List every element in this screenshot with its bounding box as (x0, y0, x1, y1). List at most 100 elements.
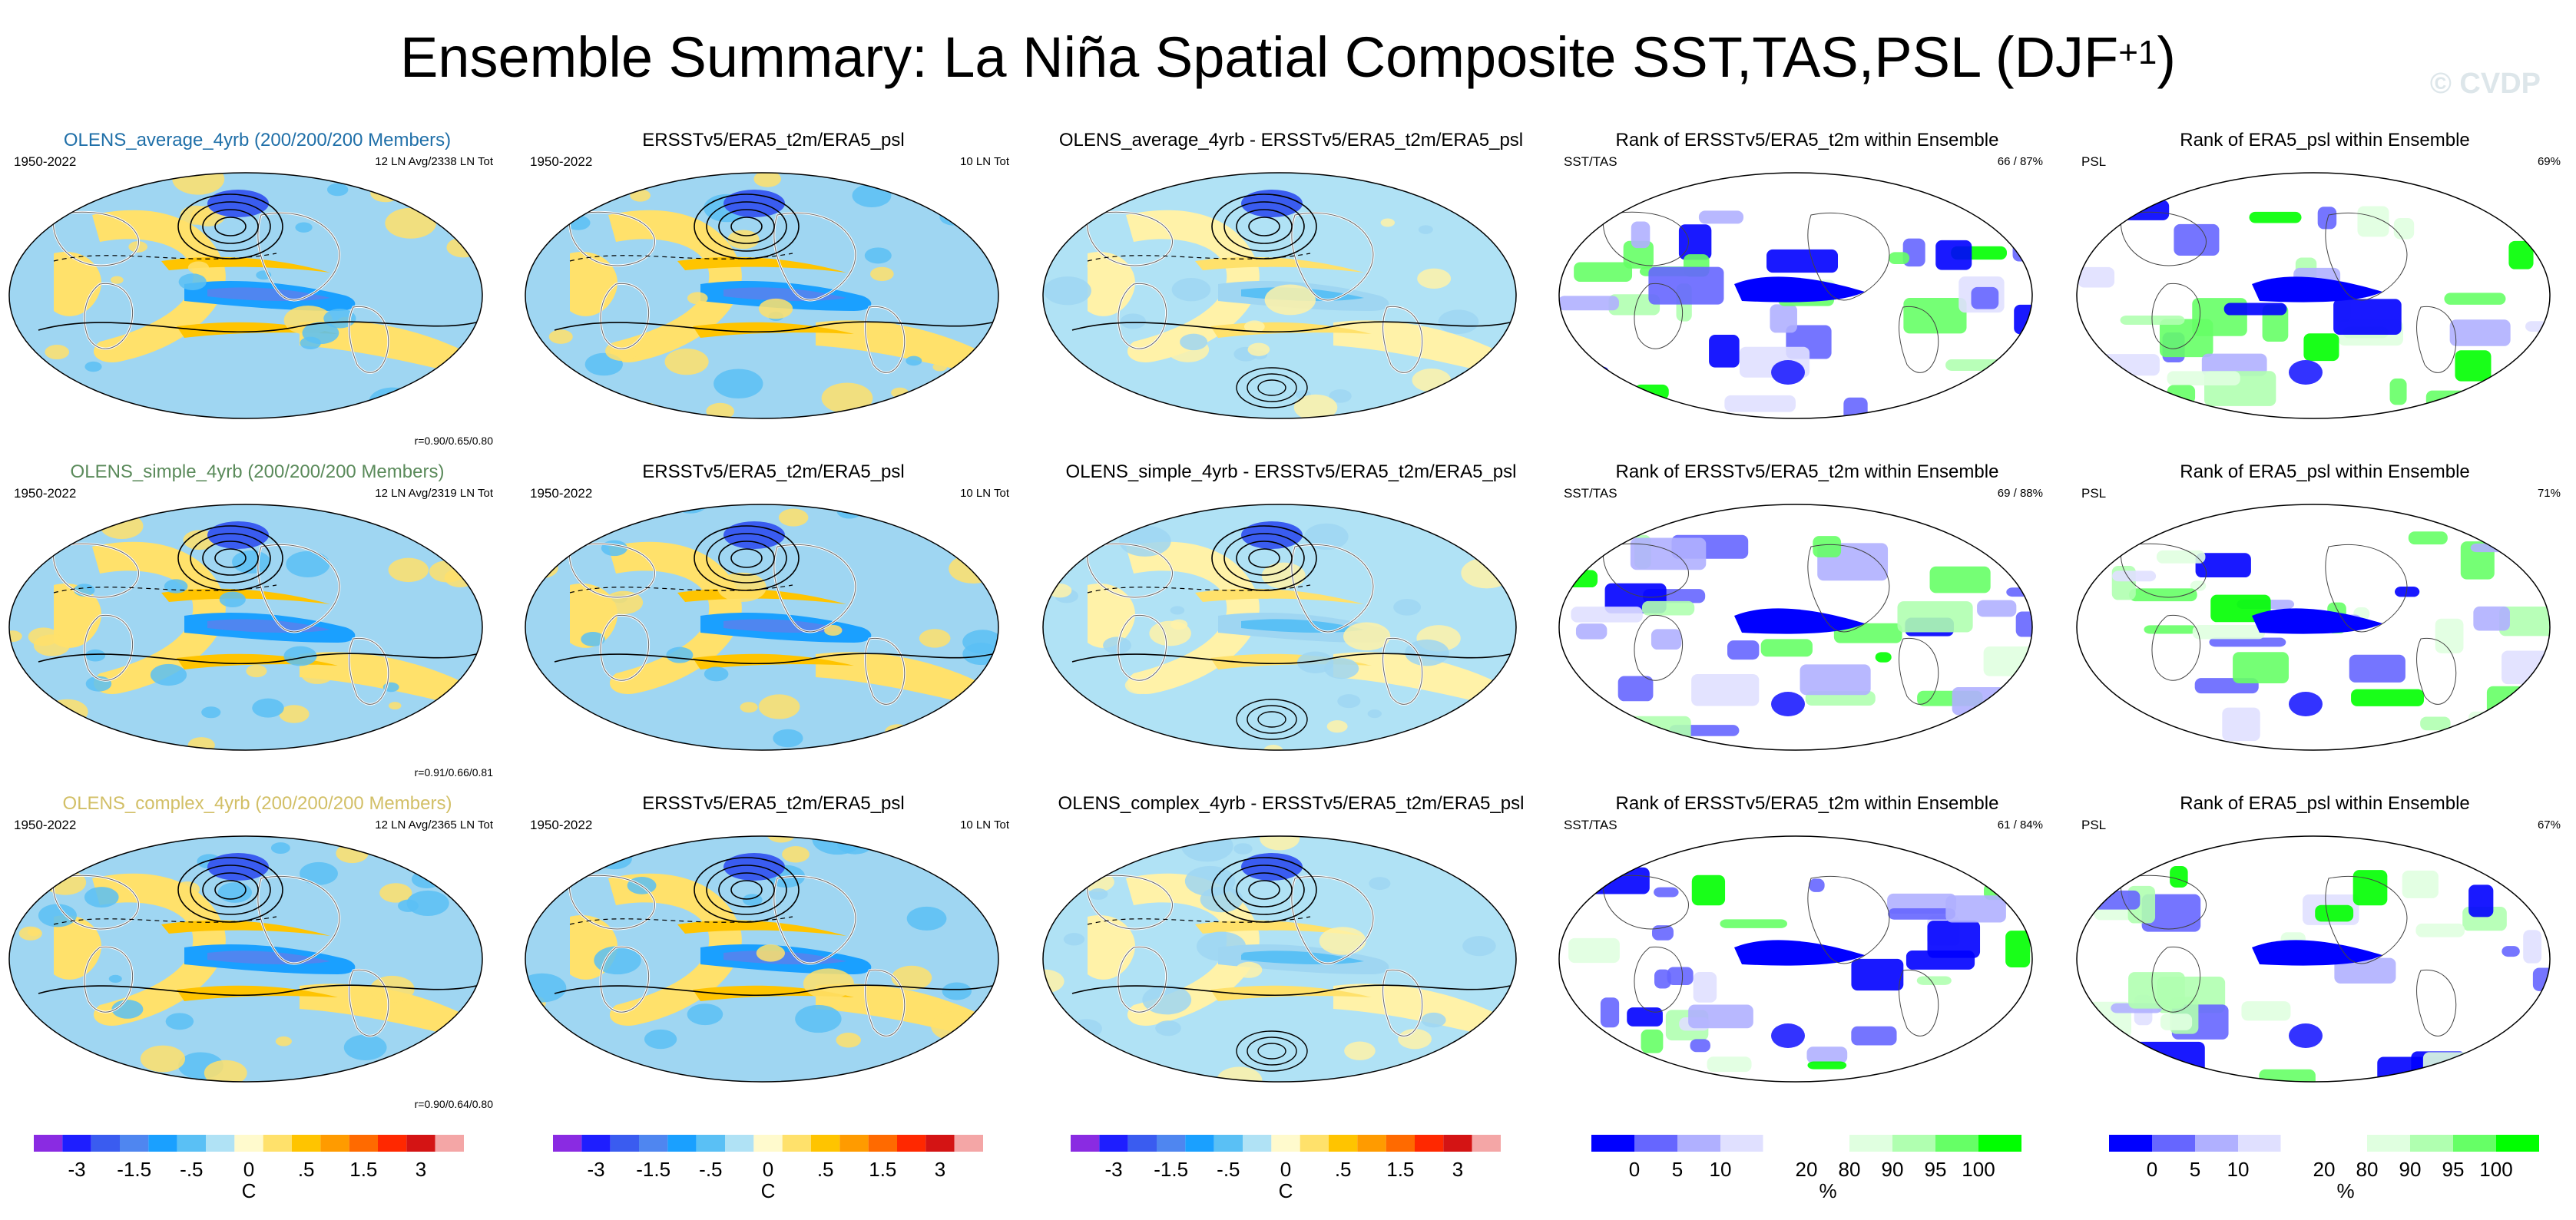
panel-title: OLENS_complex_4yrb - ERSSTv5/ERA5_t2m/ER… (1058, 793, 1525, 814)
colorbar-swatch (1071, 1135, 1100, 1152)
colorbar-swatch (1271, 1135, 1300, 1152)
colorbar-swatch (1214, 1135, 1243, 1152)
colorbar-tick-label: 0 (2146, 1158, 2158, 1181)
colorbar-swatch (639, 1135, 668, 1152)
map-border (1558, 172, 2033, 419)
colorbar-tick-label: 1.5 (869, 1158, 897, 1181)
colorbar-swatch (1185, 1135, 1214, 1152)
colorbar-swatch (1099, 1135, 1128, 1152)
colorbar-swatch (925, 1135, 955, 1152)
map-field (1043, 173, 1516, 418)
colorbar-swatch (725, 1135, 754, 1152)
panel-period-label: 1950-2022 (530, 818, 593, 832)
colorbar-swatch (435, 1135, 464, 1152)
map-field (2077, 504, 2550, 750)
colorbar-tick-label: 3 (415, 1158, 427, 1181)
colorbar-tick-label: 95 (2442, 1158, 2465, 1181)
colorbar-tick-label: 80 (2356, 1158, 2379, 1181)
map-field (9, 504, 482, 750)
panel-count-label: 10 LN Tot (960, 487, 1009, 500)
colorbar-swatch (667, 1135, 697, 1152)
colorbar-swatch (581, 1135, 611, 1152)
colorbar-tick-label: 95 (1924, 1158, 1947, 1181)
panel-title: OLENS_simple_4yrb - ERSSTv5/ERA5_t2m/ERA… (1065, 461, 1517, 482)
panel-title: OLENS_average_4yrb - ERSSTv5/ERA5_t2m/ER… (1058, 130, 1524, 150)
panel-period-label: 1950-2022 (530, 486, 593, 501)
colorbar-swatch (1849, 1135, 1892, 1152)
rank-map (2076, 172, 2551, 419)
colorbar-swatch (553, 1135, 582, 1152)
map-panel: ERSSTv5/ERA5_t2m/ERA5_psl 1950-2022 10 LN … (524, 129, 1023, 459)
figure-title-superscript: +1 (2118, 34, 2157, 71)
map-panel: OLENS_simple_4yrb - ERSSTv5/ERA5_t2m/ERA… (1041, 461, 1541, 791)
colorbar-swatch (2280, 1134, 2325, 1152)
map-panel: ERSSTv5/ERA5_t2m/ERA5_psl 1950-2022 10 LN … (524, 792, 1023, 1122)
panel-period-label: SST/TAS (1564, 486, 1617, 501)
colorbar-tick-label: .5 (816, 1158, 834, 1181)
colorbar-swatch (406, 1135, 435, 1152)
panel-title: Rank of ERSSTv5/ERA5_t2m within Ensemble (1615, 793, 1999, 814)
anomaly-map (8, 504, 483, 751)
panel-title: Rank of ERA5_psl within Ensemble (2180, 130, 2470, 150)
map-panel: OLENS_average_4yrb - ERSSTv5/ERA5_t2m/ER… (1041, 129, 1541, 459)
colorbar-swatch (1443, 1135, 1472, 1152)
map-field (9, 836, 482, 1082)
colorbar-tick-label: 0 (1628, 1158, 1641, 1181)
map-panel: ERSSTv5/ERA5_t2m/ERA5_psl 1950-2022 10 LN … (524, 461, 1023, 791)
map-panel: Rank of ERA5_psl within Ensemble PSL 67% (2075, 792, 2574, 1122)
map-border (1558, 835, 2033, 1083)
map-border (525, 172, 999, 419)
colorbar-tick-label: 20 (1795, 1158, 1818, 1181)
colorbar-swatch (1472, 1135, 1501, 1152)
rank-map (1558, 172, 2033, 419)
colorbar-swatch (234, 1135, 263, 1152)
colorbar-swatch (62, 1135, 91, 1152)
anomaly-map (8, 835, 483, 1083)
map-border (8, 835, 483, 1083)
colorbar-swatch (320, 1135, 349, 1152)
colorbar-swatch (1677, 1135, 1720, 1152)
map-border (1042, 172, 1517, 419)
panel-period-label: 1950-2022 (14, 486, 77, 501)
panel-period-label: PSL (2081, 818, 2107, 832)
colorbar-swatch (811, 1135, 840, 1152)
colorbar-swatch (1386, 1135, 1415, 1152)
colorbar-swatch (378, 1135, 407, 1152)
anomaly-map (8, 172, 483, 419)
panel-count-label: 69% (2537, 155, 2561, 168)
colorbar-tick-label: .5 (297, 1158, 315, 1181)
rank-map (2076, 835, 2551, 1083)
map-field (1043, 504, 1516, 750)
map-panel: OLENS_average_4yrb (200/200/200 Members)… (8, 129, 507, 459)
colorbar-tick-label: 90 (2399, 1158, 2422, 1181)
map-border (1042, 504, 1517, 751)
colorbar-swatch (349, 1135, 378, 1152)
panel-title: Rank of ERSSTv5/ERA5_t2m within Ensemble (1615, 130, 1999, 150)
map-panel: OLENS_simple_4yrb (200/200/200 Members) 1… (8, 461, 507, 791)
panel-title: OLENS_complex_4yrb (200/200/200 Members) (62, 793, 452, 814)
panel-period-label: SST/TAS (1564, 818, 1617, 832)
anomaly-map (525, 835, 999, 1083)
colorbar-swatch (120, 1135, 149, 1152)
map-panel: Rank of ERSSTv5/ERA5_t2m within Ensemble… (1558, 129, 2057, 459)
colorbar-swatch (753, 1135, 783, 1152)
panel-count-label: 10 LN Tot (960, 818, 1009, 832)
anomaly-map (1042, 172, 1517, 419)
panel-title: OLENS_average_4yrb (200/200/200 Members) (63, 130, 452, 150)
colorbar-swatch (782, 1135, 811, 1152)
colorbar-tick-label: 90 (1881, 1158, 1904, 1181)
colorbar-tick-label: 20 (2313, 1158, 2336, 1181)
colorbar-swatch (954, 1135, 983, 1152)
colorbar-swatch (1357, 1135, 1386, 1152)
colorbar-tick-label: 3 (1452, 1158, 1464, 1181)
colorbar-unit-label: C (760, 1179, 776, 1202)
colorbar-swatch (2152, 1135, 2195, 1152)
map-border (1558, 504, 2033, 751)
panel-period-label: 1950-2022 (530, 154, 593, 169)
panel-period-label: SST/TAS (1564, 154, 1617, 169)
panel-count-label: 10 LN Tot (960, 155, 1009, 168)
rank-colorbar: 0 5 10 20 80 90 95 100% (2109, 1133, 2547, 1202)
colorbar-swatch (2238, 1135, 2281, 1152)
colorbar-swatch (839, 1135, 869, 1152)
colorbar-swatch (897, 1135, 926, 1152)
